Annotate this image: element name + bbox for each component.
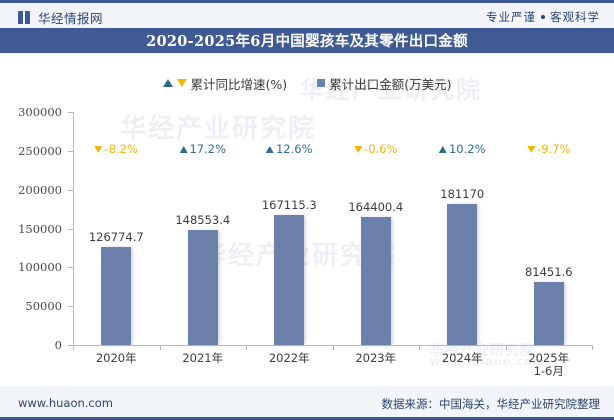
slogan-right: 客观科学 bbox=[550, 10, 600, 24]
growth-rate-marker[interactable]: 12.6% bbox=[265, 142, 313, 156]
site-slogan: 专业严谨 客观科学 bbox=[486, 9, 600, 25]
bar[interactable] bbox=[533, 281, 564, 345]
x-axis-category-line: 2020年 bbox=[95, 351, 137, 365]
x-axis-category-label: 2023年 bbox=[355, 352, 396, 365]
x-axis-category-label: 2025年 1-6月 bbox=[528, 352, 569, 378]
y-axis-tick-label: 0 bbox=[54, 338, 62, 352]
y-axis-tick bbox=[68, 150, 73, 152]
y-axis-tick-label: 300000 bbox=[18, 105, 62, 119]
bar[interactable] bbox=[274, 215, 305, 345]
triangle-down-icon bbox=[94, 145, 103, 153]
y-axis-tick-label: 50000 bbox=[25, 299, 62, 314]
brand-name: 华经情报网 bbox=[38, 11, 104, 26]
chart-title-band: 2020-2025年6月中国婴孩车及其零件出口金额 bbox=[0, 28, 614, 53]
plot-area: 126774.7 148553.4 167115.3 164400.4 181170 81… bbox=[68, 112, 593, 350]
growth-rate-label: -0.6% bbox=[364, 142, 398, 156]
growth-rate-label: 12.6% bbox=[275, 142, 313, 156]
bar[interactable] bbox=[101, 246, 132, 345]
growth-rate-marker[interactable]: 17.2% bbox=[179, 142, 226, 156]
growth-rate-label: 10.2% bbox=[448, 142, 486, 156]
x-axis-category-line: 2024年 bbox=[441, 351, 483, 365]
growth-rate-label: 17.2% bbox=[189, 142, 227, 156]
bar[interactable] bbox=[187, 229, 218, 345]
bar-value-label: 81451.6 bbox=[524, 264, 573, 279]
chart-legend: 累计同比增速(%) 累计出口金额(万美元) bbox=[0, 72, 614, 94]
x-axis-tick bbox=[73, 345, 74, 350]
legend-item-growth[interactable]: 累计同比增速(%) bbox=[162, 74, 288, 93]
legend-label-amount: 累计出口金额(万美元) bbox=[329, 76, 452, 92]
bar[interactable] bbox=[447, 204, 478, 345]
triangle-down-icon bbox=[354, 145, 363, 153]
y-axis-labels: 0 50000 100000 150000 200000 250000 300000 bbox=[0, 105, 70, 352]
y-axis-tick bbox=[68, 306, 73, 308]
x-axis-category-line: 2022年 bbox=[268, 351, 310, 365]
growth-rate-marker[interactable]: 10.2% bbox=[438, 142, 486, 156]
x-axis-category-line: 2023年 bbox=[355, 351, 397, 365]
bar-value-label: 148553.4 bbox=[175, 212, 231, 227]
bar-value-label: 167115.3 bbox=[261, 198, 317, 213]
x-axis-tick bbox=[160, 345, 161, 350]
bar[interactable] bbox=[360, 217, 391, 345]
x-axis-category-line: 1-6月 bbox=[533, 364, 564, 378]
x-axis-line bbox=[73, 345, 592, 346]
triangle-up-icon bbox=[179, 145, 188, 153]
slogan-left: 专业严谨 bbox=[486, 10, 536, 24]
footer-source: 数据来源：中国海关，华经产业研究院整理 bbox=[381, 397, 601, 411]
y-axis-tick bbox=[68, 267, 73, 269]
y-axis-tick-label: 200000 bbox=[18, 182, 62, 197]
bar-value-label: 126774.7 bbox=[88, 229, 144, 244]
y-axis-tick bbox=[68, 189, 73, 191]
bar-value-label: 181170 bbox=[440, 187, 485, 202]
growth-rate-marker[interactable]: -0.6% bbox=[354, 142, 397, 156]
x-axis-tick bbox=[592, 345, 593, 350]
x-axis-tick bbox=[506, 345, 507, 350]
growth-rate-marker[interactable]: -9.7% bbox=[527, 142, 570, 156]
x-axis-category-label: 2022年 bbox=[269, 352, 310, 365]
legend-label-growth: 累计同比增速(%) bbox=[190, 76, 288, 92]
y-axis-tick bbox=[68, 345, 73, 346]
bullet-dot-icon bbox=[541, 15, 545, 19]
triangle-down-icon bbox=[176, 79, 187, 87]
x-axis-category-label: 2020年 bbox=[96, 352, 137, 365]
legend-item-amount[interactable]: 累计出口金额(万美元) bbox=[317, 74, 451, 93]
page-title: 2020-2025年6月中国婴孩车及其零件出口金额 bbox=[146, 33, 468, 50]
growth-rate-label: -9.7% bbox=[537, 142, 571, 156]
x-axis-category-line: 2021年 bbox=[182, 351, 224, 365]
y-axis-tick-label: 100000 bbox=[18, 260, 62, 275]
triangle-down-icon bbox=[527, 145, 536, 153]
x-axis-tick bbox=[333, 345, 334, 350]
y-axis-tick bbox=[68, 228, 73, 230]
book-logo-icon bbox=[18, 11, 32, 24]
footer-site-url[interactable]: www.huaon.com bbox=[18, 396, 113, 410]
y-axis-tick bbox=[68, 112, 73, 113]
bar-value-label: 164400.4 bbox=[348, 200, 404, 215]
triangle-up-icon bbox=[438, 145, 447, 153]
growth-rate-marker[interactable]: -8.2% bbox=[94, 142, 138, 156]
site-footer: www.huaon.com 数据来源：中国海关，华经产业研究院整理 bbox=[0, 386, 614, 420]
x-axis-tick bbox=[419, 345, 420, 350]
x-axis-category-line: 2025年 bbox=[528, 351, 570, 365]
y-axis-tick-label: 150000 bbox=[18, 221, 62, 236]
triangle-up-icon bbox=[162, 79, 173, 87]
y-axis-line bbox=[73, 112, 74, 345]
x-axis-category-label: 2021年 bbox=[182, 352, 223, 365]
x-axis-category-label: 2024年 bbox=[442, 352, 483, 365]
square-marker-icon bbox=[317, 79, 326, 87]
site-header: 华经情报网 专业严谨 客观科学 bbox=[0, 0, 614, 28]
growth-rate-label: -8.2% bbox=[104, 142, 138, 156]
triangle-up-icon bbox=[265, 145, 274, 153]
y-axis-tick-label: 250000 bbox=[18, 143, 62, 158]
brand: 华经情报网 bbox=[18, 8, 103, 27]
x-axis-tick bbox=[246, 345, 247, 350]
